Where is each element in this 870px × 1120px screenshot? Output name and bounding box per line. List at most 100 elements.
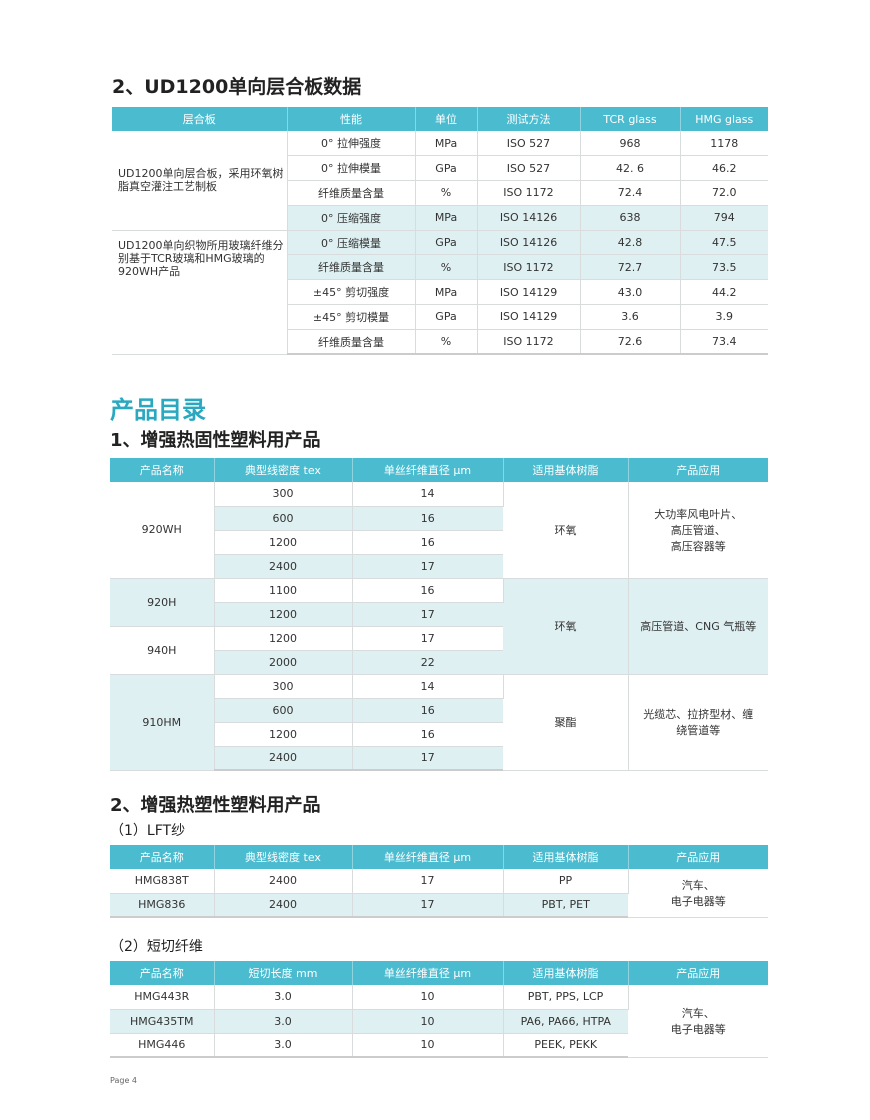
table-cell: 968 <box>580 131 681 157</box>
table-cell: 44.2 <box>680 279 768 306</box>
product-application: 高压管道、CNG 气瓶等 <box>628 578 768 675</box>
table-cell: MPa <box>415 131 478 157</box>
table-cell: HMG836 <box>110 893 215 918</box>
table-row: 1200 17 <box>110 602 768 627</box>
table-cell: 300 <box>214 482 353 507</box>
column-header: 产品名称 <box>110 458 215 482</box>
table-cell: 72.6 <box>580 329 681 356</box>
section-title-thermoplastic: 2、增强热塑性塑料用产品 <box>110 795 321 816</box>
laminate-description: UD1200单向层合板，采用环氧树脂真空灌注工艺制板 <box>112 131 288 231</box>
table-cell: 3.0 <box>214 985 353 1010</box>
table-cell: ISO 14126 <box>477 205 581 231</box>
table-cell: 2400 <box>214 869 353 894</box>
table-cell: 300 <box>214 674 353 699</box>
column-header: 典型线密度 tex <box>214 845 353 869</box>
table-cell: 42.8 <box>580 230 681 256</box>
table-cell: 2000 <box>214 650 353 675</box>
table-cell: ISO 527 <box>477 155 581 182</box>
table-cell: 纤维质量含量 <box>287 254 416 281</box>
table-cell: ISO 1172 <box>477 329 581 356</box>
column-header: HMG glass <box>680 107 768 131</box>
table-cell: % <box>415 180 478 206</box>
column-header: 产品名称 <box>110 961 215 985</box>
table-cell: 43.0 <box>580 279 681 306</box>
product-name: 920H <box>110 578 215 627</box>
column-header: 产品名称 <box>110 845 215 869</box>
product-name: 920WH <box>110 482 215 579</box>
column-header: 短切长度 mm <box>214 961 353 985</box>
table-cell: 16 <box>352 578 504 603</box>
column-header: 适用基体树脂 <box>503 458 629 482</box>
table-cell: PP <box>503 869 629 894</box>
product-application: 汽车、 电子电器等 <box>628 869 768 918</box>
table-cell: 10 <box>352 1033 504 1058</box>
table-cell: ISO 527 <box>477 131 581 157</box>
table-row: ±45° 剪切强度 MPa ISO 14129 43.0 44.2 <box>112 279 768 306</box>
table-cell: 0° 压缩强度 <box>287 205 416 231</box>
table-cell: 1200 <box>214 626 353 651</box>
table-header-row: 层合板 性能 单位 测试方法 TCR glass HMG glass <box>112 107 768 131</box>
table-cell: ISO 1172 <box>477 254 581 281</box>
table-row: HMG836 2400 17 PBT, PET <box>110 893 768 918</box>
table-cell: 2400 <box>214 893 353 918</box>
table-cell: 2400 <box>214 554 353 579</box>
section-title-thermoset: 1、增强热固性塑料用产品 <box>110 430 321 451</box>
column-header: 单丝纤维直径 μm <box>352 961 504 985</box>
table-cell: 1178 <box>680 131 768 157</box>
table-cell: 17 <box>352 869 504 894</box>
table-row: 1200 16 <box>110 530 768 555</box>
resin-type: 聚酯 <box>503 674 629 771</box>
table-row: 0° 压缩强度 MPa ISO 14126 638 794 <box>112 205 768 231</box>
column-header: 单位 <box>415 107 478 131</box>
column-header: 适用基体树脂 <box>503 961 629 985</box>
table-cell: 3.0 <box>214 1009 353 1034</box>
table-row: ±45° 剪切模量 GPa ISO 14129 3.6 3.9 <box>112 304 768 330</box>
table-cell: ISO 1172 <box>477 180 581 206</box>
table-cell: 0° 拉伸模量 <box>287 155 416 182</box>
table-cell: HMG435TM <box>110 1009 215 1034</box>
table-cell: 794 <box>680 205 768 231</box>
table-row: HMG838T 2400 17 PP 汽车、 电子电器等 <box>110 869 768 918</box>
table-cell: 17 <box>352 626 503 651</box>
table-row: 1200 16 <box>110 722 768 747</box>
table-cell: 1200 <box>214 530 353 555</box>
column-header: 单丝纤维直径 μm <box>352 458 504 482</box>
table-cell: 638 <box>580 205 681 231</box>
subtitle-chopped: （2）短切纤维 <box>110 939 203 955</box>
table-cell: 3.6 <box>580 304 681 330</box>
table-cell: ISO 14126 <box>477 230 581 256</box>
table-cell: 1200 <box>214 722 353 747</box>
table-cell: 46.2 <box>680 155 768 182</box>
table-header-row: 产品名称 典型线密度 tex 单丝纤维直径 μm 适用基体树脂 产品应用 <box>110 845 768 869</box>
column-header: 性能 <box>287 107 416 131</box>
resin-type: 环氧 <box>503 578 629 675</box>
table-header-row: 产品名称 短切长度 mm 单丝纤维直径 μm 适用基体树脂 产品应用 <box>110 961 768 985</box>
product-name: 910HM <box>110 674 215 771</box>
table-row: 920WH 300 14 环氧 大功率风电叶片、 高压管道、 高压容器等 <box>110 482 768 579</box>
section-title-laminate: 2、UD1200单向层合板数据 <box>112 76 362 98</box>
table-row: 600 16 <box>110 698 768 723</box>
table-cell: PBT, PET <box>503 893 628 918</box>
table-cell: 3.9 <box>680 304 768 330</box>
table-row: HMG443R 3.0 10 PBT, PPS, LCP 汽车、 电子电器等 <box>110 985 768 1058</box>
table-cell: PA6, PA66, HTPA <box>503 1009 628 1034</box>
table-header-row: 产品名称 典型线密度 tex 单丝纤维直径 μm 适用基体树脂 产品应用 <box>110 458 768 482</box>
product-application: 大功率风电叶片、 高压管道、 高压容器等 <box>628 482 768 579</box>
table-row: 910HM 300 14 聚酯 光缆芯、拉挤型材、缠 绕管道等 <box>110 674 768 771</box>
table-cell: 16 <box>352 506 503 531</box>
fiber-description: UD1200单向织物所用玻璃纤维分别基于TCR玻璃和HMG玻璃的920WH产品 <box>112 230 288 355</box>
thermoset-products-table: 产品名称 典型线密度 tex 单丝纤维直径 μm 适用基体树脂 产品应用 920WH 300… <box>110 458 768 771</box>
table-cell: 14 <box>352 482 504 507</box>
column-header: 单丝纤维直径 μm <box>352 845 504 869</box>
table-cell: 72.0 <box>680 180 768 206</box>
table-row: 纤维质量含量% ISO 1172 72.6 73.4 <box>112 329 768 356</box>
table-row: UD1200单向织物所用玻璃纤维分别基于TCR玻璃和HMG玻璃的920WH产品 0… <box>112 230 768 355</box>
table-cell: 42. 6 <box>580 155 681 182</box>
table-row: 940H 1200 17 <box>110 626 768 675</box>
table-cell: 47.5 <box>680 230 768 256</box>
table-row: 纤维质量含量% ISO 1172 72.7 73.5 <box>112 254 768 281</box>
table-cell: 0° 压缩模量 <box>287 230 416 256</box>
table-cell: 纤维质量含量 <box>287 180 416 206</box>
subtitle-lft: （1）LFT纱 <box>110 823 186 839</box>
table-cell: HMG838T <box>110 869 215 894</box>
